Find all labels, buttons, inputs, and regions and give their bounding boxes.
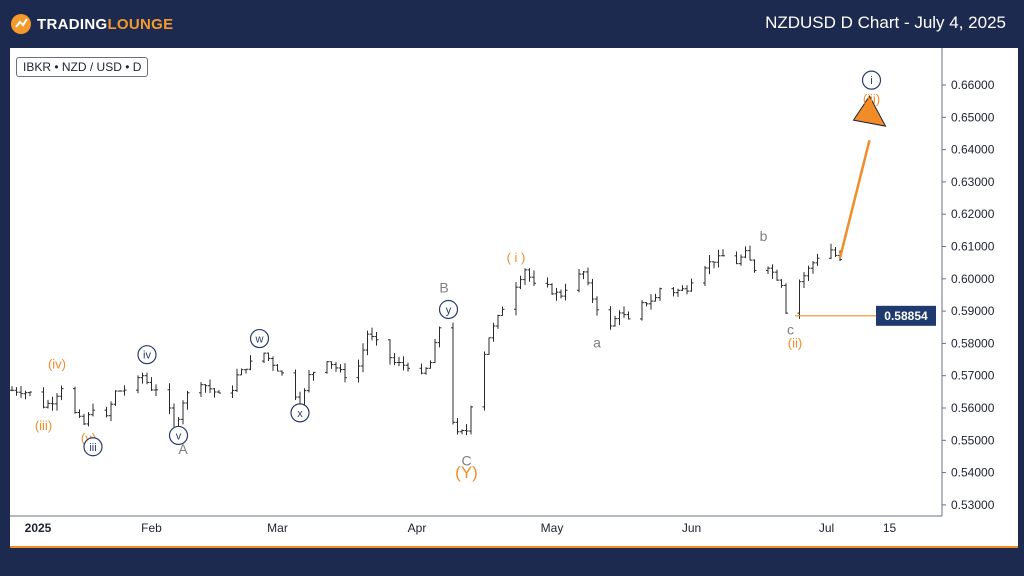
wave-label-circle (83, 437, 103, 457)
chart-panel: 0.66000 0.65000 0.64000 0.63000 0.62000 0.610… (10, 48, 1018, 548)
wave-label: y (446, 304, 452, 316)
wave-label: iii (89, 442, 96, 454)
y-tick-label: 0.54000 (951, 466, 995, 480)
y-tick-label: 0.65000 (951, 110, 995, 124)
y-tick-label: 0.57000 (951, 369, 995, 383)
x-tick-label: Jul (819, 521, 834, 535)
wave-label-circle (137, 345, 157, 365)
y-tick-label: 0.66000 (951, 78, 995, 92)
wave-label: (Y) (455, 463, 478, 482)
wave-label-circle (438, 299, 459, 320)
x-tick-label: 15 (883, 521, 897, 535)
wave-label-circle (861, 70, 882, 90)
wave-label: w (255, 334, 264, 346)
price-level-label: 0.58854 (884, 309, 928, 323)
x-tick-label: Apr (408, 521, 427, 535)
x-tick-label: Mar (267, 521, 288, 535)
wave-label: A (178, 441, 188, 457)
wave-label: c (787, 321, 794, 337)
wave-label: (ii) (788, 335, 802, 350)
wave-label: (iii) (35, 418, 52, 433)
brand-name-lounge: LOUNGE (107, 15, 174, 33)
forecast-arrow-line (838, 139, 871, 259)
brand-name-trading: TRADING (37, 15, 108, 33)
wave-label: b (760, 228, 768, 244)
price-level-label-bg (876, 305, 936, 326)
wave-label: (iv) (48, 356, 66, 371)
y-tick-label: 0.61000 (951, 240, 995, 254)
wave-label: (iii) (863, 92, 880, 107)
x-tick-label: Feb (141, 521, 162, 535)
y-tick-label: 0.56000 (951, 401, 995, 415)
wave-label: a (593, 334, 601, 350)
wave-label: i (870, 75, 872, 87)
brand-name: TRADINGLOUNGE (37, 16, 173, 33)
wave-label: B (439, 279, 448, 295)
y-tick-label: 0.53000 (951, 498, 995, 512)
forecast-arrow-head (852, 95, 887, 127)
price-chart[interactable]: 0.66000 0.65000 0.64000 0.63000 0.62000 0.610… (10, 48, 1018, 546)
wave-label-circle (290, 403, 310, 423)
top-bar: TRADINGLOUNGE NZDUSD D Chart - July 4, 2… (0, 0, 1024, 48)
y-tick-label: 0.60000 (951, 272, 995, 286)
y-tick-label: 0.55000 (951, 433, 995, 447)
wave-label-circle (168, 425, 189, 446)
x-tick-label: Jun (682, 521, 701, 535)
wave-label: C (461, 452, 471, 468)
y-tick-label: 0.64000 (951, 143, 995, 157)
y-tick-label: 0.58000 (951, 336, 995, 350)
wave-label: x (297, 408, 303, 420)
x-tick-label: May (541, 521, 564, 535)
trading-lounge-logo-icon (11, 14, 31, 34)
y-tick-label: 0.63000 (951, 175, 995, 189)
wave-label: iv (143, 350, 151, 362)
y-tick-label: 0.59000 (951, 304, 995, 318)
brand-logo: TRADINGLOUNGE (10, 12, 173, 36)
x-tick-label: 2025 (25, 521, 52, 535)
wave-label: v (176, 430, 182, 442)
y-tick-label: 0.62000 (951, 207, 995, 221)
chart-title: NZDUSD D Chart - July 4, 2025 (765, 13, 1006, 32)
symbol-label: IBKR • NZD / USD • D (16, 57, 149, 77)
wave-label: ( i ) (507, 250, 526, 265)
wave-label-circle (249, 328, 270, 349)
